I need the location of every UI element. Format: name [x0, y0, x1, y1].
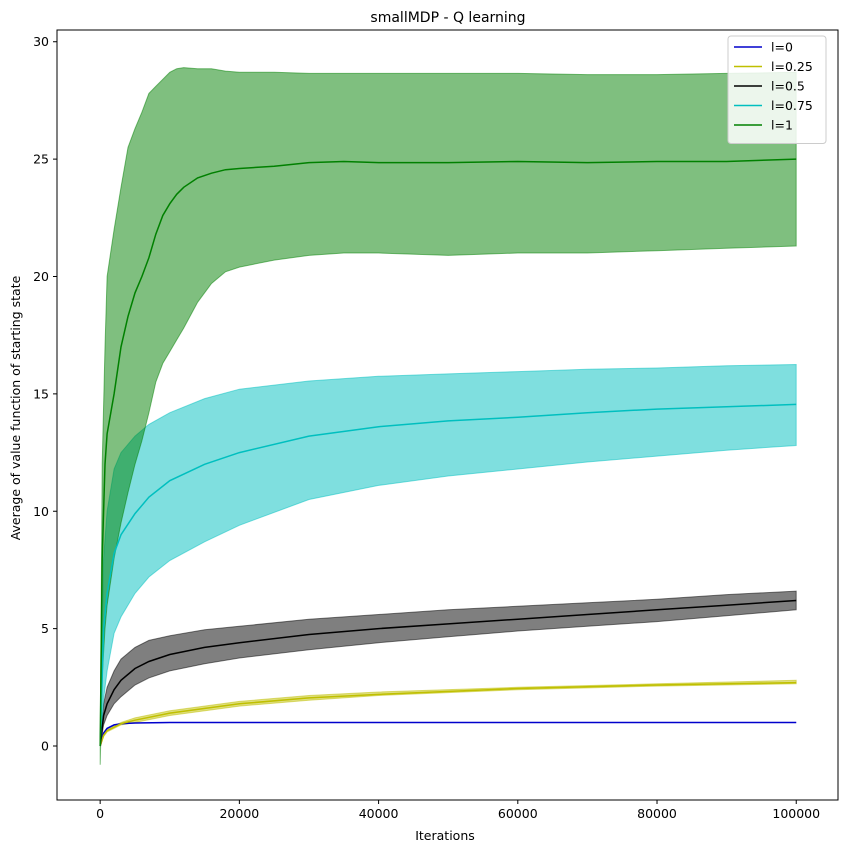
series-line-3 [99, 403, 797, 747]
y-tick-label-0: 0 [41, 739, 49, 754]
x-tick-label-2: 40000 [359, 806, 399, 821]
y-tick-label-1: 5 [41, 621, 49, 636]
series-band-2 [99, 590, 797, 747]
x-axis: 0 20000 40000 60000 80000 100000 [96, 800, 820, 821]
plot-area [99, 67, 797, 765]
x-tick-label-3: 60000 [498, 806, 538, 821]
x-tick-label-1: 20000 [219, 806, 259, 821]
series-line-1 [99, 681, 797, 747]
legend: l=0 l=0.25 l=0.5 l=0.75 l=1 [727, 35, 827, 144]
y-tick-label-3: 15 [33, 386, 49, 401]
legend-label-2: l=0.5 [771, 79, 805, 94]
series-line-2 [99, 599, 797, 747]
x-tick-label-4: 80000 [637, 806, 677, 821]
y-axis-label: Average of value function of starting st… [8, 275, 23, 540]
y-tick-label-2: 10 [33, 504, 49, 519]
chart-title: smallMDP - Q learning [370, 10, 525, 26]
legend-label-1: l=0.25 [771, 59, 813, 74]
x-tick-label-5: 100000 [772, 806, 820, 821]
y-tick-label-6: 30 [33, 34, 49, 49]
x-tick-label-0: 0 [96, 806, 104, 821]
series-band-1 [99, 679, 797, 747]
y-tick-label-4: 20 [33, 269, 49, 284]
series-line-4 [99, 158, 797, 747]
series-band-4 [99, 67, 797, 765]
legend-label-0: l=0 [771, 40, 793, 55]
series-band-0 [99, 722, 797, 747]
y-axis: 0 5 10 15 20 25 30 [33, 34, 57, 754]
series-band-3 [99, 363, 797, 747]
legend-label-3: l=0.75 [771, 98, 813, 113]
y-tick-label-5: 25 [33, 152, 49, 167]
legend-box [727, 35, 827, 144]
legend-label-4: l=1 [771, 118, 793, 133]
series-line-0 [99, 721, 797, 747]
plot-frame [56, 29, 839, 801]
x-axis-label: Iterations [415, 828, 475, 843]
